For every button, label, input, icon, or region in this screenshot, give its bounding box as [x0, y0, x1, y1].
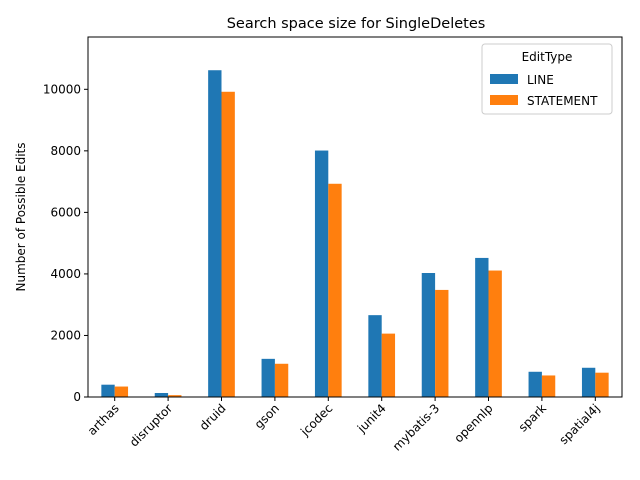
x-tick-label-spark: spark — [516, 401, 549, 434]
x-tick-label-arthas: arthas — [85, 401, 122, 438]
x-tick-label-spatial4j: spatial4j — [557, 401, 603, 447]
bar-line-mybatis-3 — [421, 273, 436, 397]
legend-swatch-statement — [490, 95, 518, 105]
y-axis: 0 2000 4000 6000 8000 10000 — [43, 82, 88, 404]
x-tick-label-junit4: junit4 — [354, 401, 389, 436]
x-tick-label-disruptor: disruptor — [127, 401, 175, 449]
bar-statement-spatial4j — [595, 372, 609, 397]
bar-statement-opennlp — [488, 270, 502, 397]
x-tick-label-jcodec: jcodec — [297, 401, 335, 439]
legend-entries: LINE STATEMENT — [490, 73, 598, 108]
x-tick-label-gson: gson — [252, 401, 282, 431]
y-tick-label: 8000 — [50, 144, 81, 158]
bar-statement-gson — [274, 363, 289, 397]
bar-statement-arthas — [114, 386, 129, 397]
bar-line-junit4 — [368, 315, 382, 397]
legend-swatch-line — [490, 74, 518, 84]
x-tick-label-opennlp: opennlp — [451, 401, 495, 445]
bar-statement-mybatis-3 — [435, 289, 449, 397]
bar-statement-spark — [541, 375, 556, 397]
bar-statement-jcodec — [328, 183, 342, 397]
legend-label-statement: STATEMENT — [527, 94, 598, 108]
y-tick-label: 2000 — [50, 328, 81, 342]
legend: EditType LINE STATEMENT — [481, 43, 613, 115]
bar-statement-disruptor — [168, 395, 182, 397]
bar-line-spatial4j — [581, 367, 596, 397]
bar-line-arthas — [101, 384, 115, 397]
x-tick-label-mybatis-3: mybatis-3 — [390, 401, 442, 453]
y-axis-label: Number of Possible Edits — [14, 142, 28, 291]
chart-title: Search space size for SingleDeletes — [227, 16, 486, 32]
bar-line-jcodec — [314, 150, 329, 397]
legend-title: EditType — [522, 50, 573, 64]
bars-group — [101, 70, 609, 398]
bar-line-opennlp — [475, 257, 489, 397]
bar-statement-druid — [221, 91, 235, 398]
bar-line-gson — [261, 358, 275, 397]
bar-statement-junit4 — [381, 333, 396, 397]
x-tick-label-druid: druid — [197, 401, 229, 433]
y-tick-label: 0 — [73, 390, 81, 404]
bar-line-disruptor — [154, 393, 169, 397]
legend-label-line: LINE — [527, 73, 554, 87]
y-tick-label: 10000 — [43, 82, 81, 96]
y-tick-label: 6000 — [50, 205, 81, 219]
bar-line-spark — [528, 371, 542, 397]
y-tick-label: 4000 — [50, 267, 81, 281]
bar-line-druid — [208, 70, 222, 397]
x-axis: arthas disruptor druid gson jcodec junit4 myba… — [85, 397, 603, 454]
plot-frame — [87, 36, 623, 398]
